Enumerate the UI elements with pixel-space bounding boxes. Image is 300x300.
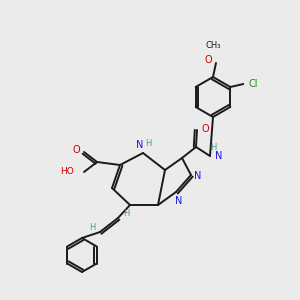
Text: H: H [123, 209, 129, 218]
Text: H: H [210, 143, 216, 152]
Text: Cl: Cl [249, 79, 258, 89]
Text: H: H [89, 224, 95, 232]
Text: N: N [175, 196, 183, 206]
Text: N: N [194, 171, 202, 181]
Text: O: O [201, 124, 209, 134]
Text: O: O [204, 55, 212, 65]
Text: CH₃: CH₃ [205, 40, 221, 50]
Text: N: N [136, 140, 144, 150]
Text: N: N [215, 151, 222, 161]
Text: O: O [72, 145, 80, 155]
Text: HO: HO [60, 167, 74, 176]
Text: H: H [145, 139, 151, 148]
